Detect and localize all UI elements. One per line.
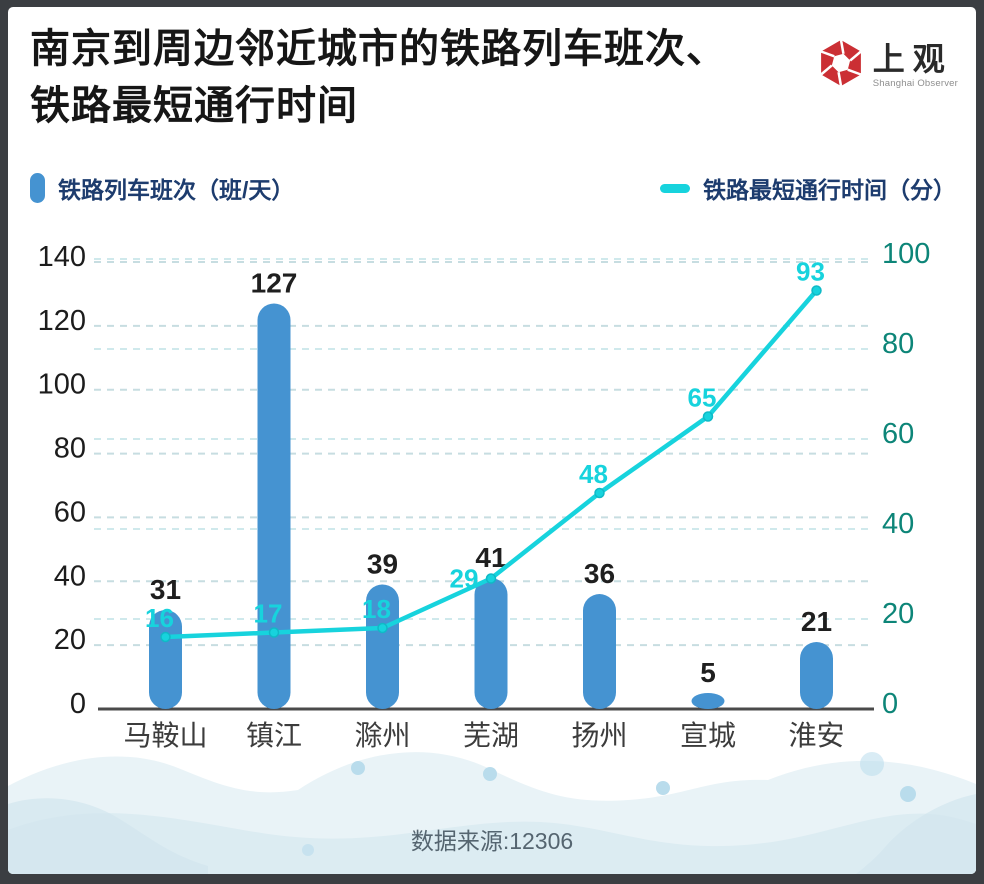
- decorative-waves: [8, 752, 976, 874]
- category-label: 淮安: [788, 720, 844, 751]
- bar-value-label: 31: [150, 574, 181, 605]
- bar: [691, 693, 725, 709]
- line-point-marker: [811, 285, 822, 296]
- legend-item-line-series: 铁路最短通行时间（分）: [660, 172, 956, 204]
- decorative-dots: [302, 752, 916, 856]
- category-label: 宣城: [680, 720, 736, 751]
- bar-value-label: 39: [367, 548, 398, 579]
- line-value-label: 17: [254, 599, 283, 629]
- bar: [366, 584, 399, 709]
- line-value-label: 18: [362, 594, 391, 624]
- bar: [800, 641, 833, 709]
- bar: [474, 578, 508, 709]
- line-point-marker: [268, 627, 280, 638]
- brand-logo: 上观 Shanghai Observer: [816, 37, 958, 89]
- bar-value-label: 5: [700, 657, 716, 688]
- left-axis-tick-label: 120: [38, 305, 86, 337]
- bar-value-label: 21: [801, 606, 832, 637]
- chart-title-line1: 南京到周边邻近城市的铁路列车班次、: [30, 27, 727, 71]
- line-point-marker: [702, 411, 714, 422]
- right-axis-tick-label: 40: [882, 508, 914, 540]
- category-label: 镇江: [246, 720, 302, 751]
- left-axis-tick-label: 20: [54, 624, 86, 656]
- line-value-label: 65: [688, 383, 717, 413]
- logo-text: 上观 Shanghai Observer: [873, 37, 958, 89]
- line-value-label: 48: [579, 459, 608, 489]
- bar-value-label: 127: [251, 268, 298, 299]
- category-label: 扬州: [571, 720, 627, 751]
- line-series-swatch-icon: [660, 183, 690, 193]
- right-axis-tick-label: 60: [882, 418, 914, 450]
- bar: [257, 303, 291, 709]
- line-value-label: 93: [796, 257, 825, 287]
- chart-title: 南京到周边邻近城市的铁路列车班次、 铁路最短通行时间: [30, 21, 727, 135]
- category-label: 滁州: [354, 720, 410, 751]
- legend: 铁路列车班次（班/天） 铁路最短通行时间（分）: [8, 172, 976, 204]
- category-label: 芜湖: [463, 720, 519, 751]
- line-point-marker: [160, 631, 171, 643]
- line-point-marker: [594, 487, 605, 499]
- right-axis-tick-label: 0: [882, 688, 898, 720]
- left-axis-tick-label: 100: [38, 369, 86, 401]
- right-axis-tick-label: 20: [882, 598, 914, 630]
- left-axis-tick-label: 80: [54, 433, 86, 465]
- right-axis-tick-label: 80: [882, 328, 914, 360]
- line-point-marker: [485, 573, 497, 584]
- right-axis-tick-label: 100: [882, 238, 930, 270]
- logo-wordmark: 上观: [872, 40, 953, 78]
- line-series-label: 铁路最短通行时间（分）: [703, 177, 956, 203]
- legend-item-bar-series: 铁路列车班次（班/天）: [30, 172, 294, 204]
- bar-series-label: 铁路列车班次（班/天）: [58, 177, 295, 203]
- category-label: 马鞍山: [123, 720, 207, 751]
- left-axis-tick-label: 0: [70, 688, 86, 720]
- line-value-label: 29: [450, 564, 479, 594]
- left-axis-tick-label: 140: [38, 241, 86, 273]
- infographic-card: 南京到周边邻近城市的铁路列车班次、 铁路最短通行时间 上观 Shanghai Ob…: [8, 7, 976, 874]
- left-axis-tick-label: 60: [54, 496, 86, 528]
- aperture-logo-icon: [820, 39, 862, 87]
- line-point-marker: [377, 622, 388, 634]
- bar-value-label: 36: [584, 558, 615, 589]
- line-value-label: 16: [145, 603, 174, 633]
- bar-series-swatch-icon: [30, 173, 45, 203]
- logo-subtitle: Shanghai Observer: [872, 78, 958, 89]
- chart-title-line2: 铁路最短通行时间: [30, 84, 358, 128]
- left-axis-tick-label: 40: [54, 560, 86, 592]
- bar: [583, 594, 616, 709]
- data-source: 数据来源:12306: [410, 828, 574, 854]
